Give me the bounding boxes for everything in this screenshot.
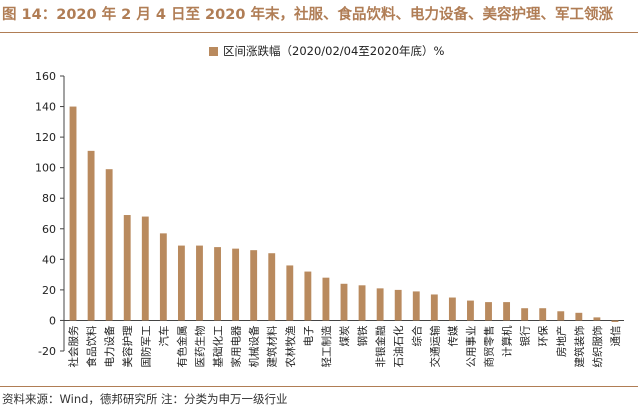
x-tick-label: 轻工制造	[320, 325, 333, 367]
bar	[214, 247, 221, 321]
bar	[611, 320, 619, 322]
bar	[503, 302, 511, 321]
figure-title: 图 14：2020 年 2 月 4 日至 2020 年末，社服、食品饮料、电力设…	[2, 7, 613, 23]
x-tick-label: 电子	[302, 325, 315, 346]
y-tick-label: 140	[35, 101, 56, 114]
x-tick-label: 商贸零售	[483, 325, 496, 367]
bar	[412, 291, 420, 321]
bar	[593, 317, 601, 321]
bar	[394, 289, 402, 321]
bar	[322, 277, 330, 321]
bar	[69, 106, 77, 321]
x-tick-label: 农林牧渔	[284, 325, 297, 367]
x-tick-label: 通信	[610, 325, 622, 346]
x-tick-label: 社会服务	[67, 325, 80, 367]
y-tick-label: 0	[49, 314, 56, 327]
source-note: 资料来源：Wind，德邦研究所 注：分类为申万一级行业	[2, 392, 288, 406]
bar	[485, 302, 492, 321]
title-divider	[0, 32, 638, 33]
bar	[141, 216, 149, 321]
x-tick-label: 有色金属	[175, 325, 188, 367]
bar	[376, 288, 384, 321]
y-tick-label: 160	[35, 70, 56, 83]
bar	[358, 285, 366, 321]
bar-chart: 区间涨跌幅（2020/02/04至2020年底）% -20 0 20 40 60 80 10…	[35, 44, 624, 367]
x-tick-label: 纺织服饰	[591, 325, 604, 367]
legend-swatch	[209, 47, 218, 56]
x-tick-label: 电力设备	[103, 325, 116, 367]
x-tick-label: 机械设备	[248, 325, 261, 367]
bar	[286, 265, 294, 321]
x-tick-label: 家用电器	[230, 325, 243, 367]
x-tick-label: 环保	[537, 325, 550, 346]
bar	[430, 294, 438, 321]
x-tick-label: 房地产	[555, 325, 568, 357]
x-tick-label: 煤炭	[338, 325, 351, 346]
y-tick-label: 40	[42, 253, 56, 266]
y-tick-label: 60	[42, 223, 56, 236]
x-tick-label: 食品饮料	[85, 325, 98, 367]
x-tick-label: 计算机	[501, 325, 514, 357]
bar	[196, 245, 203, 321]
bar	[575, 312, 583, 321]
bar	[159, 233, 167, 321]
legend-label: 区间涨跌幅（2020/02/04至2020年底）%	[223, 44, 445, 58]
x-tick-label: 美容护理	[121, 325, 134, 367]
bar	[87, 150, 95, 321]
y-tick-label: 120	[35, 131, 56, 144]
bar	[105, 169, 113, 321]
x-tick-label: 医药生物	[193, 325, 206, 367]
footer-divider	[0, 386, 638, 387]
x-tick-label: 国防军工	[139, 325, 152, 367]
bar	[448, 297, 456, 321]
bar	[539, 308, 547, 321]
x-tick-label: 传媒	[446, 325, 459, 346]
bar	[557, 311, 565, 321]
bar	[521, 308, 529, 321]
y-tick-label: 100	[35, 162, 56, 175]
x-tick-labels: 社会服务 食品饮料 电力设备 美容护理 国防军工 汽车 有色金属 医药生物 基础化工 家用电器 机械…	[67, 325, 622, 367]
y-tick-label: 80	[42, 192, 56, 205]
x-tick-label: 公用事业	[464, 325, 477, 367]
bar	[250, 250, 258, 321]
chart-axes: -20 0 20 40 60 80 100 120 140 160	[35, 70, 624, 358]
bar	[340, 283, 348, 321]
bar	[268, 253, 276, 321]
x-tick-label: 钢铁	[356, 325, 369, 346]
x-tick-label: 建筑材料	[266, 325, 279, 367]
bar	[304, 271, 312, 321]
x-tick-label: 汽车	[157, 325, 170, 346]
bar	[232, 248, 240, 321]
chart-legend: 区间涨跌幅（2020/02/04至2020年底）%	[209, 44, 445, 58]
bar	[467, 300, 474, 321]
x-tick-label: 建筑装饰	[573, 325, 586, 367]
y-tick-label: 20	[42, 284, 56, 297]
bar	[123, 215, 131, 321]
x-tick-label: 非银金融	[374, 325, 387, 367]
chart-bars	[69, 106, 619, 322]
bar	[177, 245, 185, 321]
x-tick-label: 石油石化	[392, 325, 405, 367]
x-tick-label: 基础化工	[212, 325, 225, 367]
x-tick-label: 综合	[410, 325, 423, 346]
y-tick-label: -20	[38, 345, 56, 358]
x-tick-label: 交通运输	[428, 325, 441, 367]
x-tick-label: 银行	[519, 325, 532, 346]
